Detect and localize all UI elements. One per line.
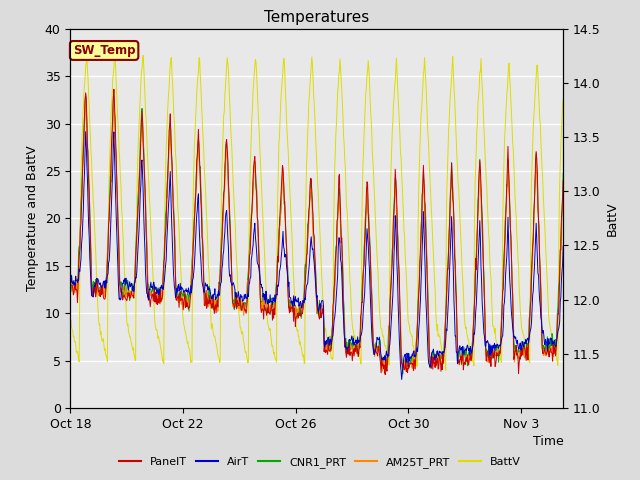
Title: Temperatures: Temperatures <box>264 10 369 25</box>
Y-axis label: BattV: BattV <box>606 201 620 236</box>
X-axis label: Time: Time <box>533 434 564 447</box>
Y-axis label: Temperature and BattV: Temperature and BattV <box>26 145 39 291</box>
Text: SW_Temp: SW_Temp <box>73 44 136 57</box>
Legend: PanelT, AirT, CNR1_PRT, AM25T_PRT, BattV: PanelT, AirT, CNR1_PRT, AM25T_PRT, BattV <box>115 452 525 472</box>
